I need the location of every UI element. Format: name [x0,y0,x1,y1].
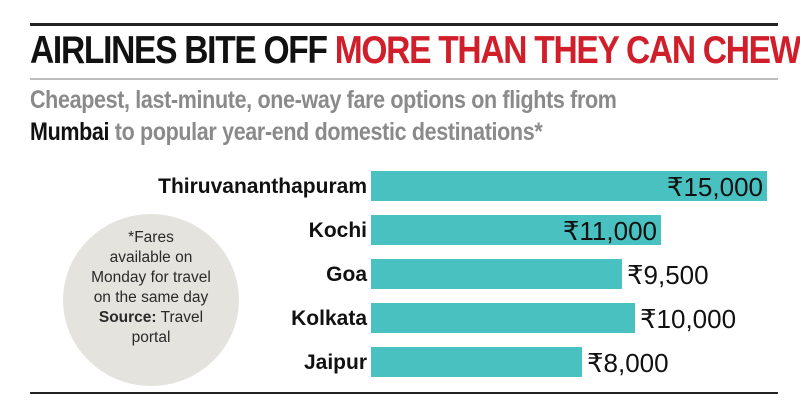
subtitle-line-1: Cheapest, last-minute, one-way fare opti… [30,86,617,114]
category-label: Thiruvananthapuram [158,175,367,198]
subtitle-highlight: Mumbai [30,118,110,146]
footnote-line-1: *Fares [128,229,174,246]
category-label: Kolkata [291,307,367,330]
headline-divider [30,78,778,80]
chart-subtitle: Cheapest, last-minute, one-way fare opti… [30,84,735,148]
value-label: ₹9,500 [627,260,709,290]
footnote-text: *Fares available on Monday for travel on… [63,228,239,348]
headline: AIRLINES BITE OFF MORE THAN THEY CAN CHE… [30,27,800,75]
footnote-line-2: available on [109,249,193,266]
category-label: Jaipur [304,351,367,374]
source-label: Source: [98,309,157,326]
footnote-line-4: on the same day [93,289,209,306]
value-label: ₹11,000 [563,216,657,246]
footnote-line-6: portal [131,329,171,346]
footnote-line-3: Monday for travel [91,269,211,286]
category-label: Kochi [309,219,367,242]
bar [371,303,635,333]
source-value: Travel [156,309,204,326]
category-label: Goa [326,263,367,286]
bar [371,171,767,201]
bar [371,259,622,289]
value-label: ₹10,000 [640,304,736,334]
value-label: ₹8,000 [587,348,669,378]
bottom-rule [30,392,778,394]
value-label: ₹15,000 [667,172,763,202]
footnote-bubble [63,214,239,386]
bar [371,215,661,245]
headline-part-2: MORE THAN THEY CAN CHEW [334,29,800,72]
footnote-source-line: Source: Travel [63,308,239,328]
bar [371,347,582,377]
subtitle-line-2: to popular year-end domestic destination… [109,118,543,146]
headline-part-1: AIRLINES BITE OFF [30,29,335,72]
top-rule [30,23,778,26]
